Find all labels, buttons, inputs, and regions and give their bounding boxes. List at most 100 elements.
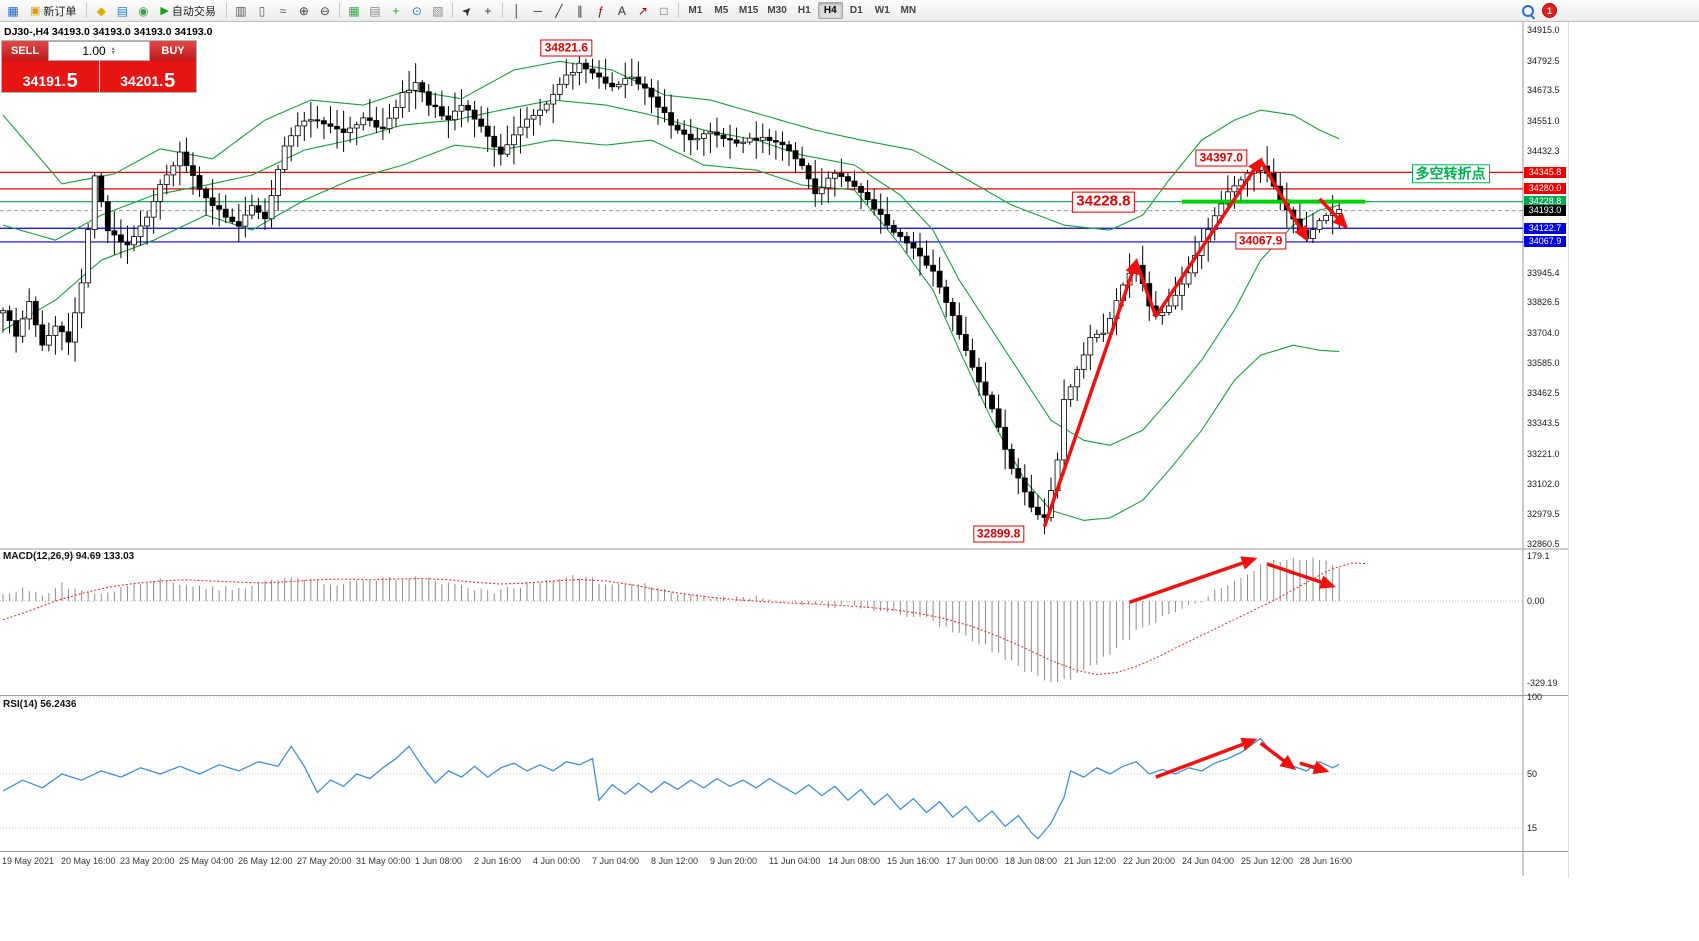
macd-trend-arrows[interactable] [1129, 556, 1336, 604]
timeframe-button-d1[interactable]: D1 [849, 5, 863, 16]
date-label: 14 Jun 08:00 [828, 856, 881, 866]
template-icon[interactable]: ▧ [432, 3, 444, 18]
candlestick-chart-icon[interactable]: ▯ [258, 3, 266, 18]
timeframe-button-m5[interactable]: M5 [714, 5, 729, 16]
crosshair-icon[interactable]: + [484, 3, 492, 18]
toolbar-separator [677, 3, 679, 18]
trend-arrows[interactable] [1042, 157, 1349, 528]
period-icon[interactable]: ⊙ [411, 3, 422, 18]
annotation-label[interactable]: 34067.9 [1234, 232, 1287, 250]
equidistant-channel-icon[interactable]: ∥ [576, 3, 583, 18]
rsi-trend-arrows[interactable] [1155, 737, 1330, 779]
rsi-tick-label: 15 [1527, 822, 1538, 833]
panel-separators [0, 22, 1568, 876]
new-order-button-label: 新订单 [43, 5, 77, 18]
annotation-label[interactable]: 34228.8 [1072, 191, 1135, 213]
one-click-trading-panel: SELL 1.00 ▲ ▼ BUY 34191. 5 34201. 5 [2, 41, 196, 92]
sell-button[interactable]: SELL [2, 41, 48, 61]
timeframe-button-m15[interactable]: M15 [738, 5, 759, 16]
lot-size-input[interactable]: 1.00 ▲ ▼ [48, 41, 150, 61]
app-icon[interactable]: ▦ [7, 3, 19, 18]
date-label: 2 Jun 16:00 [474, 856, 522, 866]
autotrading-button[interactable]: ▶ 自动交易 [154, 2, 221, 20]
lot-value[interactable]: 1.00 [82, 44, 106, 58]
arrange-windows-icon[interactable]: ▤ [369, 3, 381, 18]
trade-panel-top-row: SELL 1.00 ▲ ▼ BUY [2, 41, 196, 61]
date-label: 27 May 20:00 [297, 856, 352, 866]
price-tick-label: 33826.5 [1527, 297, 1560, 308]
price-tick-label: 33462.5 [1527, 388, 1560, 399]
horizontal-line-icon[interactable]: ─ [533, 3, 543, 18]
date-label: 4 Jun 00:00 [533, 856, 581, 866]
timeframe-button-m1[interactable]: M1 [688, 5, 703, 16]
toolbar-separator [225, 3, 227, 18]
timeframe-button-mn[interactable]: MN [900, 5, 917, 16]
annotation-label[interactable]: 多空转折点 [1411, 164, 1490, 184]
price-tick-label: 33945.4 [1527, 267, 1560, 278]
price-tick-label: 33221.0 [1527, 448, 1560, 459]
date-label: 19 May 2021 [2, 856, 55, 866]
date-label: 25 Jun 12:00 [1241, 856, 1294, 866]
spinner-down-icon[interactable]: ▼ [110, 50, 116, 56]
price-tick-label: 34792.5 [1527, 55, 1560, 66]
bar-chart-icon[interactable]: ▥ [235, 3, 247, 18]
date-label: 18 Jun 08:00 [1005, 856, 1058, 866]
buy-button[interactable]: BUY [150, 41, 196, 61]
rsi-line [2, 737, 1340, 840]
data-window-icon[interactable]: ◉ [138, 3, 149, 18]
price-tick-label: 32860.5 [1527, 539, 1560, 549]
annotation-label[interactable]: 32899.8 [972, 525, 1025, 543]
new-order-button[interactable]: ▣ 新订单 [24, 2, 82, 20]
date-label: 28 Jun 16:00 [1300, 856, 1353, 866]
rsi-tick-label: 50 [1527, 769, 1538, 779]
tile-windows-icon[interactable]: ▦ [348, 3, 360, 18]
charts-profile-icon[interactable]: ◆ [96, 3, 107, 18]
toolbar: ▦ ▣ 新订单 ◆ ▤ ◉ ▶ 自动交易 ▥ ▯ ≈ ⊕ ⊖ ▦ ▤ + ⊙ ▧ ➤ + │ ─ ╱ ∥ ƒ A ↗ □ M1 M5 M15… [0, 0, 1699, 22]
sell-price[interactable]: 34191. 5 [2, 61, 100, 92]
toolbar-separator [86, 3, 88, 18]
zoom-out-icon[interactable]: ⊖ [319, 3, 330, 18]
notification-badge[interactable]: 1 [1542, 3, 1557, 18]
new-chart-icon[interactable]: + [392, 3, 400, 18]
text-label-icon[interactable]: A [617, 3, 626, 18]
date-label: 1 Jun 08:00 [415, 856, 463, 866]
search-icon[interactable] [1521, 4, 1536, 19]
spinner-up-icon[interactable]: ▲ [110, 46, 116, 52]
arrow-objects-icon[interactable]: ↗ [637, 3, 648, 18]
shapes-icon[interactable]: □ [660, 3, 668, 18]
new-order-icon: ▣ [30, 5, 41, 17]
price-level-badge: 34228.8 [1524, 196, 1566, 208]
vertical-line-icon[interactable]: │ [513, 3, 521, 18]
date-label: 26 May 12:00 [238, 856, 293, 866]
cursor-icon[interactable]: ➤ [458, 1, 476, 20]
trendline-icon[interactable]: ╱ [555, 3, 563, 18]
macd-tick-label: 179.1 [1527, 551, 1550, 562]
macd-histogram [2, 557, 1340, 683]
lot-spinner[interactable]: ▲ ▼ [110, 46, 116, 56]
date-label: 17 Jun 00:00 [946, 856, 999, 866]
price-level-badge-current: 34193.0 [1524, 205, 1566, 217]
line-chart-icon[interactable]: ≈ [279, 3, 287, 18]
annotation-label[interactable]: 34821.6 [540, 39, 592, 57]
fibonacci-icon[interactable]: ƒ [597, 3, 605, 18]
date-label: 31 May 00:00 [356, 856, 411, 866]
buy-price[interactable]: 34201. 5 [99, 61, 196, 92]
date-label: 9 Jun 20:00 [710, 856, 758, 866]
macd-tick-label: 0.00 [1527, 596, 1545, 606]
rsi-tick-label: 100 [1527, 692, 1543, 702]
price-levels[interactable] [0, 171, 1523, 243]
timeframe-button-w1[interactable]: W1 [874, 5, 890, 16]
timeframe-button-h4[interactable]: H4 [817, 2, 843, 19]
timeframe-button-m30[interactable]: M30 [767, 5, 787, 16]
zoom-in-icon[interactable]: ⊕ [298, 3, 309, 18]
timeframe-button-h1[interactable]: H1 [797, 5, 811, 16]
price-level-badge: 34067.9 [1524, 236, 1566, 248]
symbol-info: DJ30-,H4 34193.0 34193.0 34193.0 34193.0 [4, 26, 213, 38]
rsi-panel [0, 696, 1523, 829]
date-label: 24 Jun 04:00 [1182, 856, 1235, 866]
market-watch-icon[interactable]: ▤ [116, 3, 129, 18]
price-tick-label: 33102.0 [1527, 478, 1560, 489]
trade-panel-price-row: 34191. 5 34201. 5 [2, 61, 196, 92]
annotation-label[interactable]: 34397.0 [1195, 149, 1247, 167]
